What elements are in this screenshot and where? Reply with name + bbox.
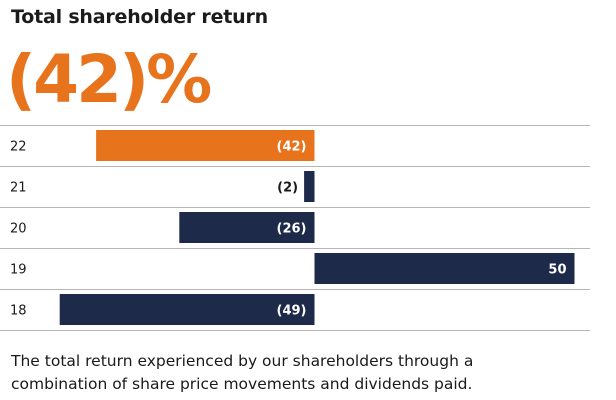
value-label-18: (49)	[277, 304, 307, 319]
bar-22	[96, 130, 315, 161]
category-label-18: 18	[10, 304, 27, 319]
category-label-19: 19	[10, 263, 27, 278]
value-label-20: (26)	[277, 222, 307, 237]
chart-title: Total shareholder return	[11, 6, 268, 28]
category-label-20: 20	[10, 222, 27, 237]
category-label-21: 21	[10, 181, 27, 196]
bar-21	[304, 171, 315, 202]
footnote-line-2: combination of share price movements and…	[11, 375, 473, 393]
value-label-19: 50	[548, 263, 566, 278]
value-label-21: (2)	[277, 181, 298, 196]
bar-19	[314, 253, 575, 284]
footnote-line-1: The total return experienced by our shar…	[11, 352, 474, 370]
headline-value: (42)%	[6, 41, 212, 118]
value-label-22: (42)	[277, 140, 307, 155]
category-label-22: 22	[10, 140, 27, 155]
chart-footnote: The total return experienced by our shar…	[11, 350, 571, 396]
bar-18	[59, 294, 315, 325]
tsr-bar-chart: 22 (42) 21 (2) 20 (26) 19 50 18 (49)	[0, 125, 590, 331]
bar-20	[179, 212, 315, 243]
